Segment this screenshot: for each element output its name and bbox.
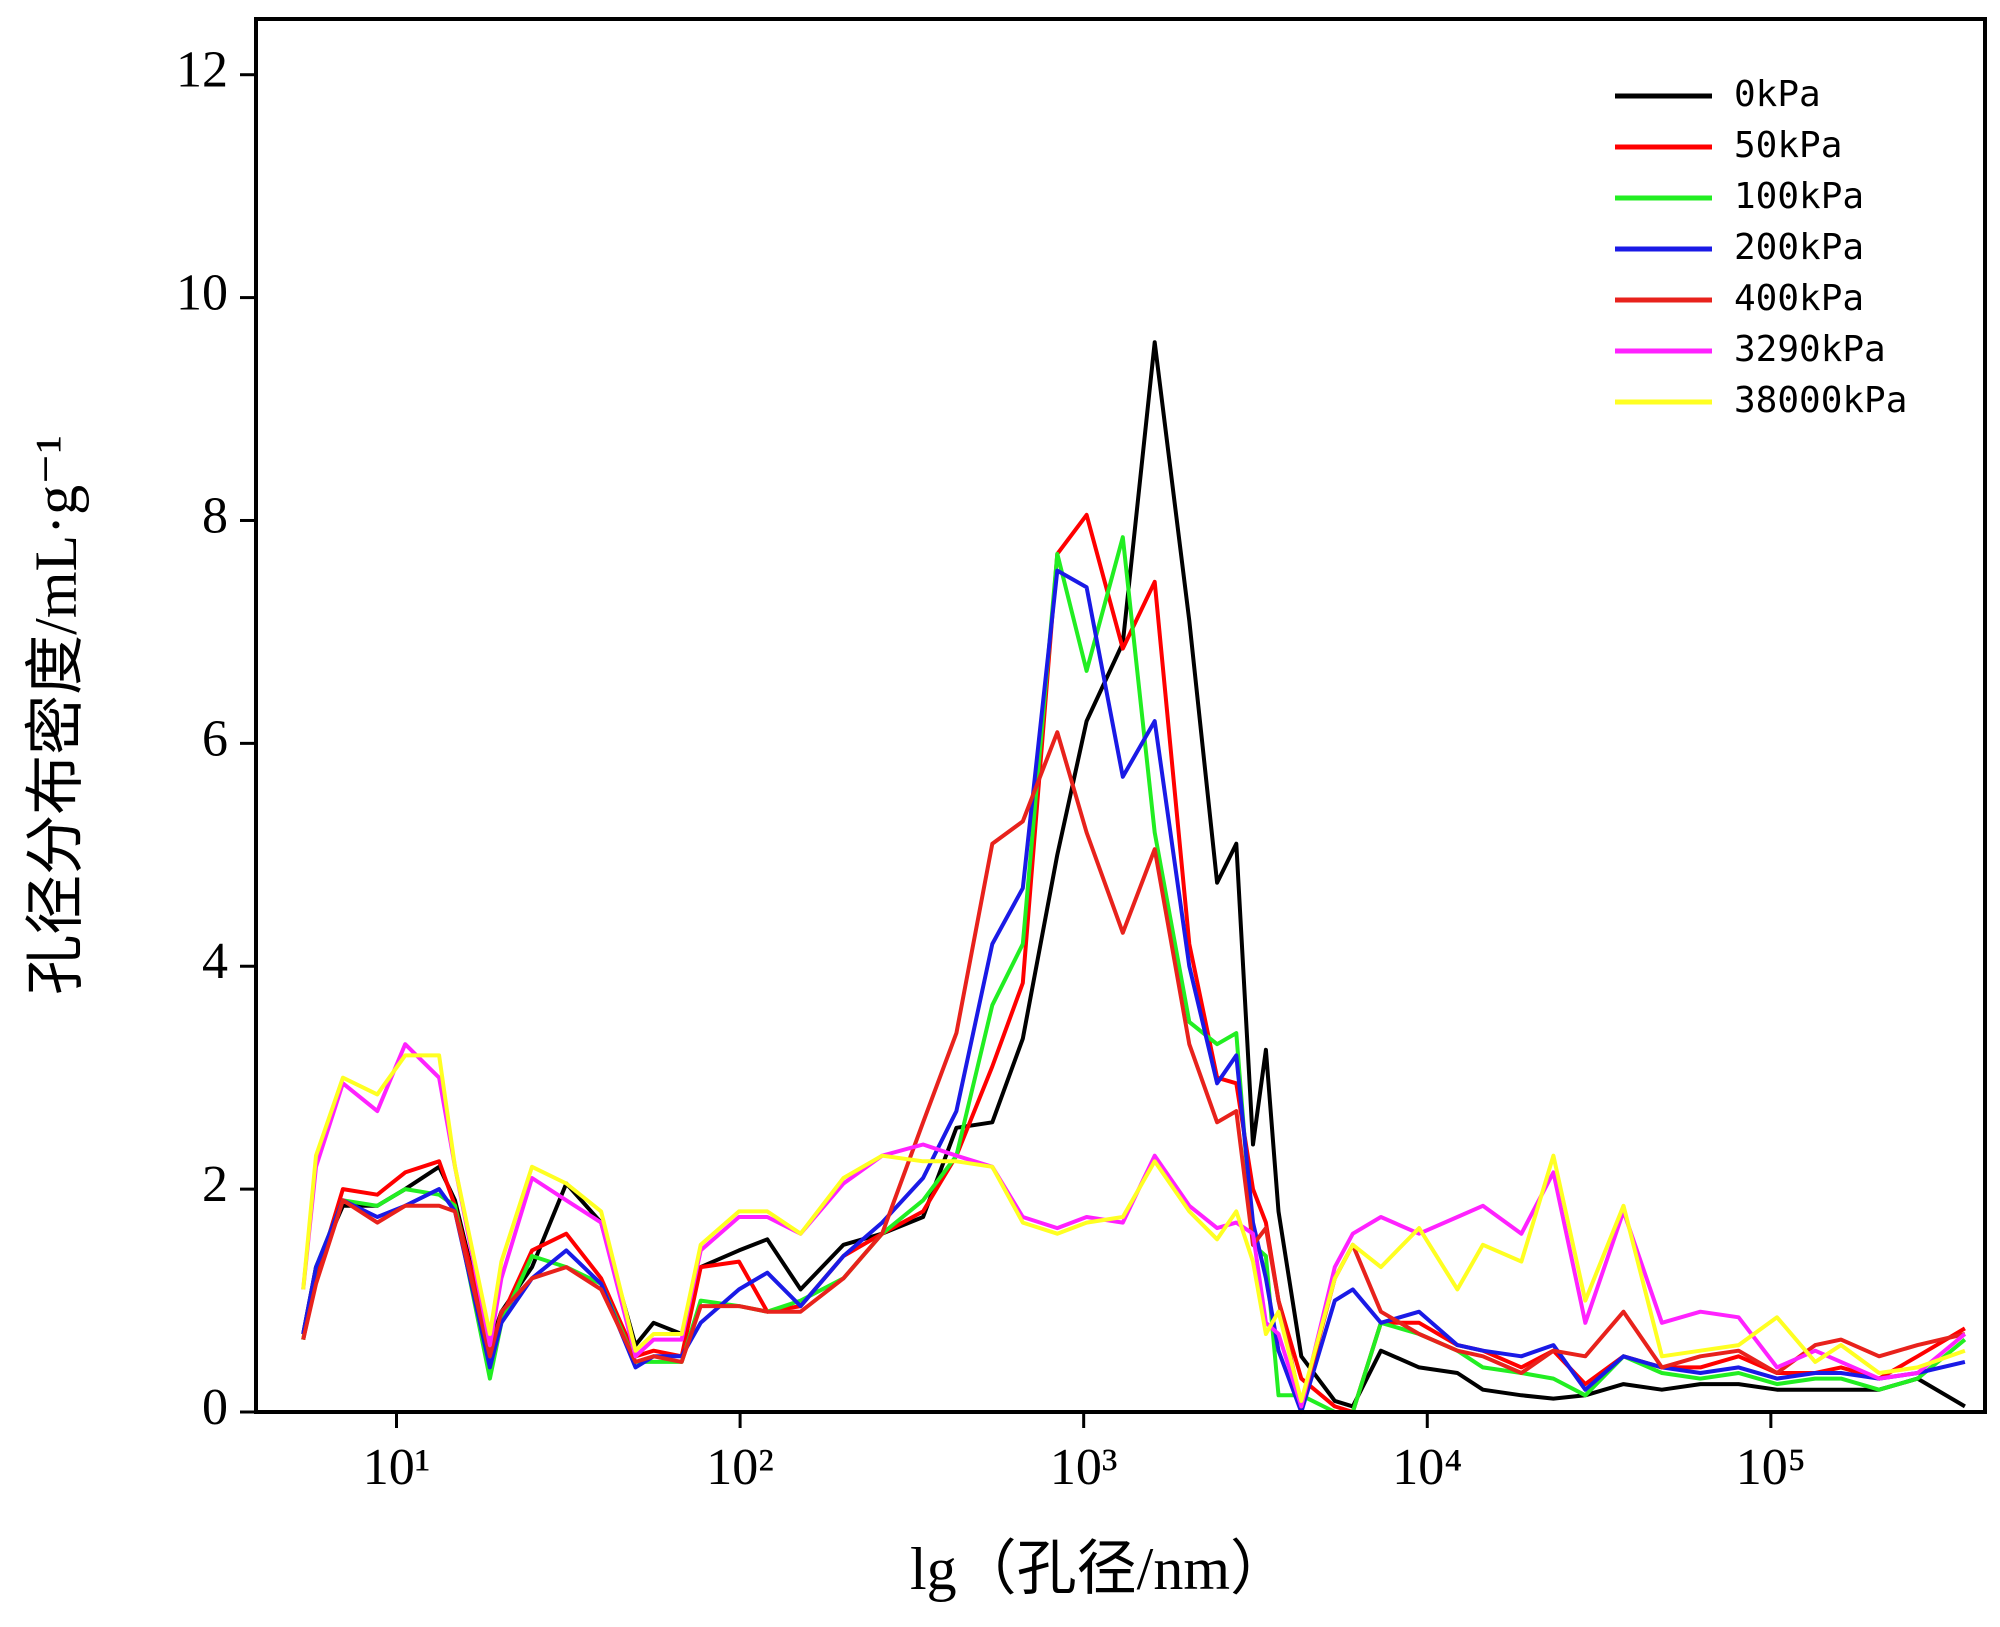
x-tick-label: 10² <box>706 1439 774 1496</box>
data-line <box>301 1053 1966 1403</box>
y-tick-label: 8 <box>202 487 228 544</box>
data-line <box>301 568 1966 1414</box>
y-axis-label: 孔径分布密度/mL·g⁻¹ <box>23 435 89 995</box>
x-tick-label: 10⁵ <box>1736 1439 1806 1496</box>
legend-label: 200kPa <box>1734 227 1864 268</box>
y-tick-label: 6 <box>202 710 228 767</box>
data-line <box>301 535 1967 1414</box>
legend-label: 50kPa <box>1734 125 1842 166</box>
y-tick-label: 12 <box>176 42 228 99</box>
x-tick-label: 10³ <box>1050 1439 1118 1496</box>
y-tick-label: 10 <box>176 265 228 322</box>
y-tick-label: 2 <box>202 1156 228 1213</box>
data-line <box>301 730 1966 1409</box>
plot-frame <box>254 17 1987 1414</box>
x-tick-label: 10⁴ <box>1392 1439 1462 1496</box>
legend-label: 100kPa <box>1734 176 1864 217</box>
x-axis-label: lg（孔径/nm） <box>910 1536 1290 1602</box>
x-tick-label: 10¹ <box>363 1439 431 1496</box>
data-line <box>301 340 1966 1409</box>
legend-label: 38000kPa <box>1734 380 1907 421</box>
legend-label: 0kPa <box>1734 74 1821 115</box>
y-tick-label: 0 <box>202 1379 228 1436</box>
legend-label: 3290kPa <box>1734 329 1886 370</box>
legend-label: 400kPa <box>1734 278 1864 319</box>
y-tick-label: 4 <box>202 933 228 990</box>
